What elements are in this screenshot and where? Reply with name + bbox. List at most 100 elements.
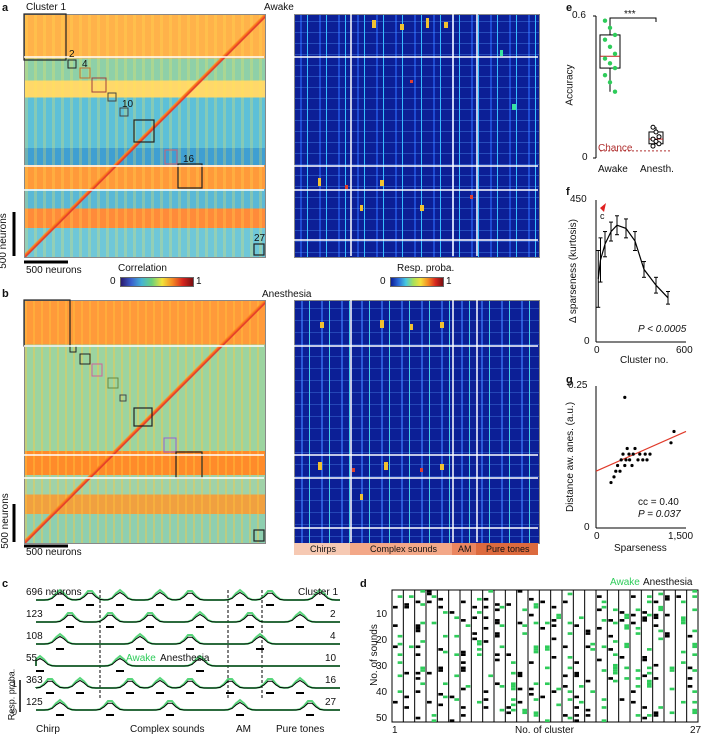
e-awake-point xyxy=(612,51,618,57)
d-awake-cell xyxy=(647,600,652,604)
d-awake-cell xyxy=(601,605,607,609)
d-awake-cell xyxy=(692,653,697,656)
d-anesthesia-cell xyxy=(608,648,613,651)
resp-min: 0 xyxy=(380,276,386,287)
d-anesthesia-cell xyxy=(631,621,636,625)
g-point xyxy=(625,446,629,451)
d-anesthesia-cell xyxy=(597,595,602,598)
d-awake-cell xyxy=(465,624,471,627)
c-row2-n: 123 xyxy=(26,609,43,620)
d-anesthesia-cell xyxy=(563,674,568,678)
d-anesthesia-cell xyxy=(563,714,568,717)
c-row3-n: 108 xyxy=(26,631,43,642)
d-awake-cell xyxy=(477,653,482,656)
d-anesthesia-cell xyxy=(619,656,625,659)
d-awake-cell xyxy=(420,669,425,672)
d-awake-cell xyxy=(488,674,493,678)
d-anesthesia-cell xyxy=(472,605,477,609)
e-group-anesth: Anesth. xyxy=(640,164,674,175)
d-awake-cell xyxy=(613,666,618,670)
c-xcat-pure: Pure tones xyxy=(276,724,325,735)
d-anesthesia-cell xyxy=(495,608,500,612)
d-anesthesia-cell xyxy=(529,597,534,601)
d-anesthesia-cell xyxy=(574,671,579,675)
d-anesthesia-cell xyxy=(687,685,693,688)
d-awake-cell xyxy=(431,595,437,598)
d-awake-cell xyxy=(658,706,663,709)
d-anesthesia-cell xyxy=(642,656,647,659)
d-ytick-30: 30 xyxy=(376,661,388,672)
d-awake-cell xyxy=(692,700,697,704)
d-anesthesia-cell xyxy=(495,682,500,686)
d-anesthesia-cell xyxy=(404,695,409,699)
d-anesthesia-cell xyxy=(642,619,647,622)
d-anesthesia-cell xyxy=(449,611,455,614)
d-awake-cell xyxy=(397,653,403,656)
d-awake-cell xyxy=(522,608,527,612)
d-anesthesia-cell xyxy=(438,605,443,609)
d-awake-cell xyxy=(431,621,437,625)
d-awake-cell xyxy=(647,685,652,688)
d-legend-anesthesia: Anesthesia xyxy=(643,577,693,588)
d-anesthesia-cell xyxy=(438,692,443,696)
d-anesthesia-cell xyxy=(483,640,489,643)
d-awake-cell xyxy=(511,698,516,701)
d-awake-cell xyxy=(397,674,403,678)
f-marker-label: c xyxy=(600,211,605,221)
d-awake-cell xyxy=(613,621,618,625)
d-awake-cell xyxy=(511,671,516,675)
d-awake-cell xyxy=(635,714,641,717)
f-xlabel: Cluster no. xyxy=(620,355,669,366)
e-awake-point xyxy=(607,61,613,66)
d-awake-cell xyxy=(658,608,663,612)
d-awake-cell xyxy=(601,698,607,701)
d-anesthesia-cell xyxy=(438,597,443,601)
g-ylabel: Distance aw. anes. (a.u.) xyxy=(565,401,577,513)
d-awake-cell xyxy=(635,608,641,612)
d-anesthesia-cell xyxy=(619,619,625,622)
d-awake-cell xyxy=(601,619,607,622)
cluster-27-label: 27 xyxy=(254,233,266,244)
d-awake-cell xyxy=(601,669,607,672)
d-awake-cell xyxy=(635,685,641,688)
g-point xyxy=(618,469,622,473)
d-awake-cell xyxy=(545,682,550,686)
d-awake-cell xyxy=(511,708,516,712)
d-awake-cell xyxy=(420,621,425,625)
f-arrow-marker xyxy=(600,203,606,212)
d-awake-cell xyxy=(635,677,641,680)
d-awake-cell xyxy=(533,603,539,606)
category-complex-label: Complex sounds xyxy=(370,544,438,554)
d-awake-cell xyxy=(533,714,539,717)
d-anesthesia-cell xyxy=(415,629,421,633)
d-anesthesia-cell xyxy=(449,695,455,699)
resp-max: 1 xyxy=(446,276,452,287)
d-anesthesia-cell xyxy=(619,698,625,701)
d-anesthesia-cell xyxy=(551,656,557,659)
d-anesthesia-cell xyxy=(574,674,579,678)
e-awake-point xyxy=(602,56,608,61)
d-awake-cell xyxy=(624,616,629,620)
d-awake-cell xyxy=(658,637,663,641)
category-am-label: AM xyxy=(458,544,472,554)
e-awake-point xyxy=(607,25,613,31)
d-awake-cell xyxy=(511,685,516,688)
d-anesthesia-cell xyxy=(517,590,523,593)
d-awake-cell xyxy=(567,656,573,659)
d-awake-cell xyxy=(556,687,561,691)
b-scale-bar-horizontal-label: 500 neurons xyxy=(26,547,82,558)
d-awake-cell xyxy=(681,600,686,604)
d-anesthesia-cell xyxy=(574,706,579,709)
g-xtick-0: 0 xyxy=(594,531,600,542)
g-point xyxy=(636,458,640,462)
d-awake-cell xyxy=(567,690,573,693)
d-anesthesia-cell xyxy=(483,706,489,709)
d-anesthesia-cell xyxy=(461,661,466,664)
d-anesthesia-cell xyxy=(495,603,500,606)
category-strip xyxy=(294,543,538,555)
d-anesthesia-cell xyxy=(415,690,421,693)
c-row1-n: 696 neurons xyxy=(26,587,82,598)
d-awake-cell xyxy=(669,711,675,715)
